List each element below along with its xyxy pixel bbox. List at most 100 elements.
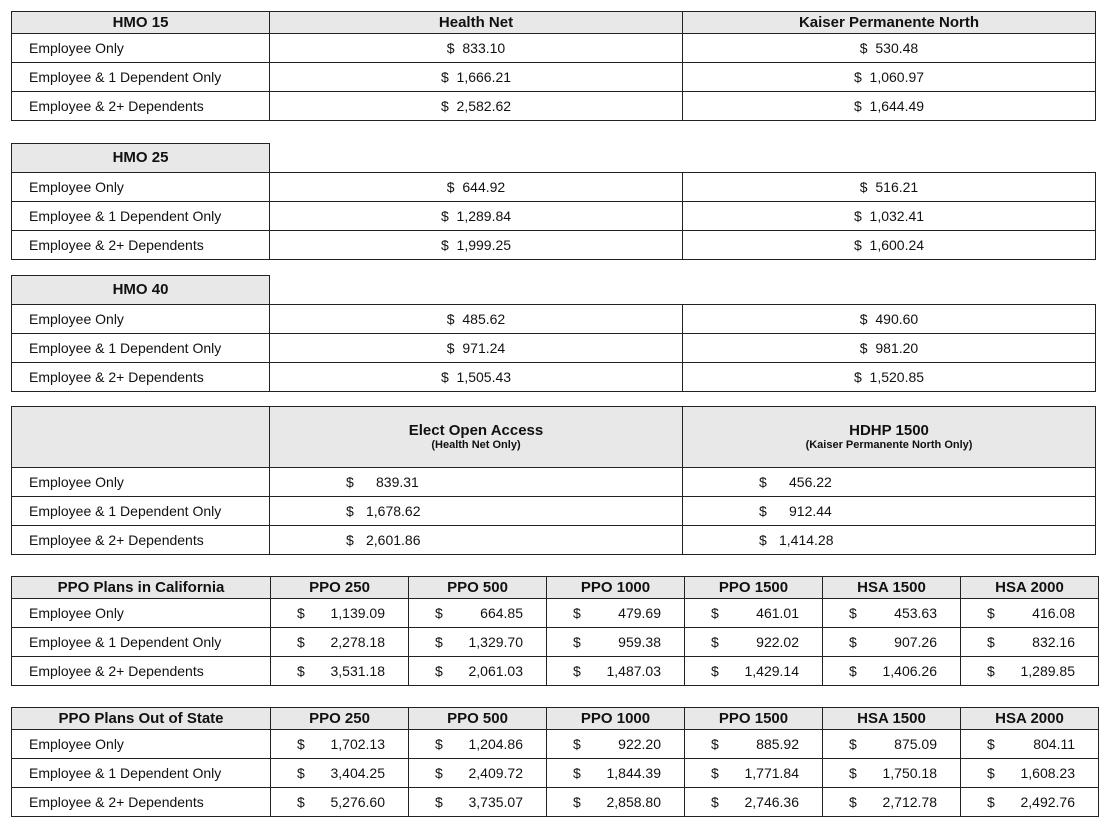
currency-symbol: $ [297,765,305,781]
premium-cell: $2,601.86 [269,525,683,555]
premium-cell: $ 833.10 [269,33,683,63]
premium-value: $875.09 [823,736,960,752]
premium-value: $3,404.25 [271,765,408,781]
currency-symbol: $ [711,634,719,650]
premium-value: $3,531.18 [271,663,408,679]
premium-value: $885.92 [685,736,822,752]
premium-amount: 832.16 [1032,634,1075,650]
coverage-tier: Employee Only [11,598,271,628]
plan-header: HSA 1500 [822,707,961,730]
plan-header: PPO 1500 [684,707,823,730]
plan-header: PPO 1500 [684,576,823,599]
currency-symbol: $ [346,503,354,519]
premium-value: $3,735.07 [409,794,546,810]
currency-symbol: $ [711,663,719,679]
premium-value: $922.02 [685,634,822,650]
plan-header: HSA 2000 [960,707,1099,730]
currency-symbol: $ [711,794,719,810]
coverage-tier: Employee & 2+ Dependents [11,787,271,817]
premium-amount: 1,844.39 [606,765,662,781]
premium-value: $461.01 [685,605,822,621]
currency-symbol: $ [987,605,995,621]
premium-amount: 912.44 [789,503,832,519]
plan-name: HDHP 1500 [849,422,929,439]
premium-cell: $1,750.18 [822,758,961,788]
premium-cell: $959.38 [546,627,685,657]
currency-symbol: $ [853,207,862,224]
premium-value: $1,844.39 [547,765,684,781]
plan-title: HMO 40 [11,275,270,305]
premium-amount: 1,414.28 [779,532,834,548]
premium-cell: $2,858.80 [546,787,685,817]
premium-cell: $2,712.78 [822,787,961,817]
plan-header: PPO 1000 [546,576,685,599]
currency-symbol: $ [435,605,443,621]
table-row: Employee & 2+ Dependents $ 2,582.62 $ 1,64… [11,91,1096,121]
premium-cell: $1,329.70 [408,627,547,657]
premium-cell: $ 644.92 [269,171,683,202]
premium-amount: 1,406.26 [882,663,938,679]
premium-amount: 804.11 [1033,736,1075,752]
premium-cell: $922.02 [684,627,823,657]
premium-cell: $664.85 [408,598,547,628]
currency-symbol: $ [859,339,868,356]
premium-cell: $907.26 [822,627,961,657]
currency-symbol: $ [853,98,862,114]
table-row: Employee Only $839.31 $456.22 [11,467,1096,497]
premium-value: $2,409.72 [409,765,546,781]
premium-cell: $ 971.24 [269,332,683,363]
premium-value: $1,204.86 [409,736,546,752]
premium-value: $416.08 [961,605,1098,621]
currency-symbol: $ [759,532,767,548]
premium-cell: $1,139.09 [270,598,409,628]
currency-symbol: $ [987,663,995,679]
premium-value: $2,061.03 [409,663,546,679]
premium-cell: $ 530.48 [682,33,1096,63]
premium-cell: $461.01 [684,598,823,628]
premium-value: $5,276.60 [271,794,408,810]
premium-amount: 664.85 [480,605,523,621]
premium-value: $1,750.18 [823,765,960,781]
premium-cell: $ 1,289.84 [269,200,683,231]
currency-symbol: $ [446,339,455,356]
premium-value: $479.69 [547,605,684,621]
premium-amount: 2,712.78 [882,794,938,810]
premium-cell: $912.44 [682,496,1096,526]
premium-cell: $1,414.28 [682,525,1096,555]
premium-cell: $ 1,505.43 [269,361,683,392]
premium-amount: 479.69 [618,605,661,621]
premium-value: $1,702.13 [271,736,408,752]
premium-amount: 2,061.03 [468,663,524,679]
premium-amount: 1,505.43 [456,368,512,385]
coverage-tier: Employee Only [11,467,270,497]
table-row: Employee & 1 Dependent Only $3,404.25 $2,4… [11,758,1099,788]
currency-symbol: $ [859,310,868,327]
special-plans-table: Elect Open Access (Health Net Only) HDHP 1… [11,406,1096,555]
currency-symbol: $ [297,634,305,650]
premium-amount: 1,060.97 [869,69,925,85]
premium-cell: $ 516.21 [682,171,1096,202]
premium-amount: 875.09 [894,736,937,752]
premium-value: $1,329.70 [409,634,546,650]
premium-cell: $1,844.39 [546,758,685,788]
coverage-tier: Employee Only [11,303,270,334]
premium-amount: 516.21 [875,178,919,195]
premium-cell: $1,771.84 [684,758,823,788]
coverage-tier: Employee & 1 Dependent Only [11,200,270,231]
premium-cell: $3,531.18 [270,656,409,686]
premium-amount: 1,487.03 [606,663,662,679]
premium-cell: $1,702.13 [270,729,409,759]
currency-symbol: $ [297,794,305,810]
coverage-tier: Employee & 2+ Dependents [11,91,270,121]
premium-cell: $453.63 [822,598,961,628]
premium-amount: 1,429.14 [744,663,800,679]
premium-cell: $839.31 [269,467,683,497]
coverage-tier: Employee & 2+ Dependents [11,525,270,555]
premium-amount: 530.48 [875,40,919,56]
plan-header: HSA 2000 [960,576,1099,599]
premium-value: $453.63 [823,605,960,621]
premium-amount: 922.02 [756,634,799,650]
table-row: Employee Only $ 485.62 $ 490.60 [11,303,1096,334]
premium-value: $1,429.14 [685,663,822,679]
currency-symbol: $ [435,634,443,650]
